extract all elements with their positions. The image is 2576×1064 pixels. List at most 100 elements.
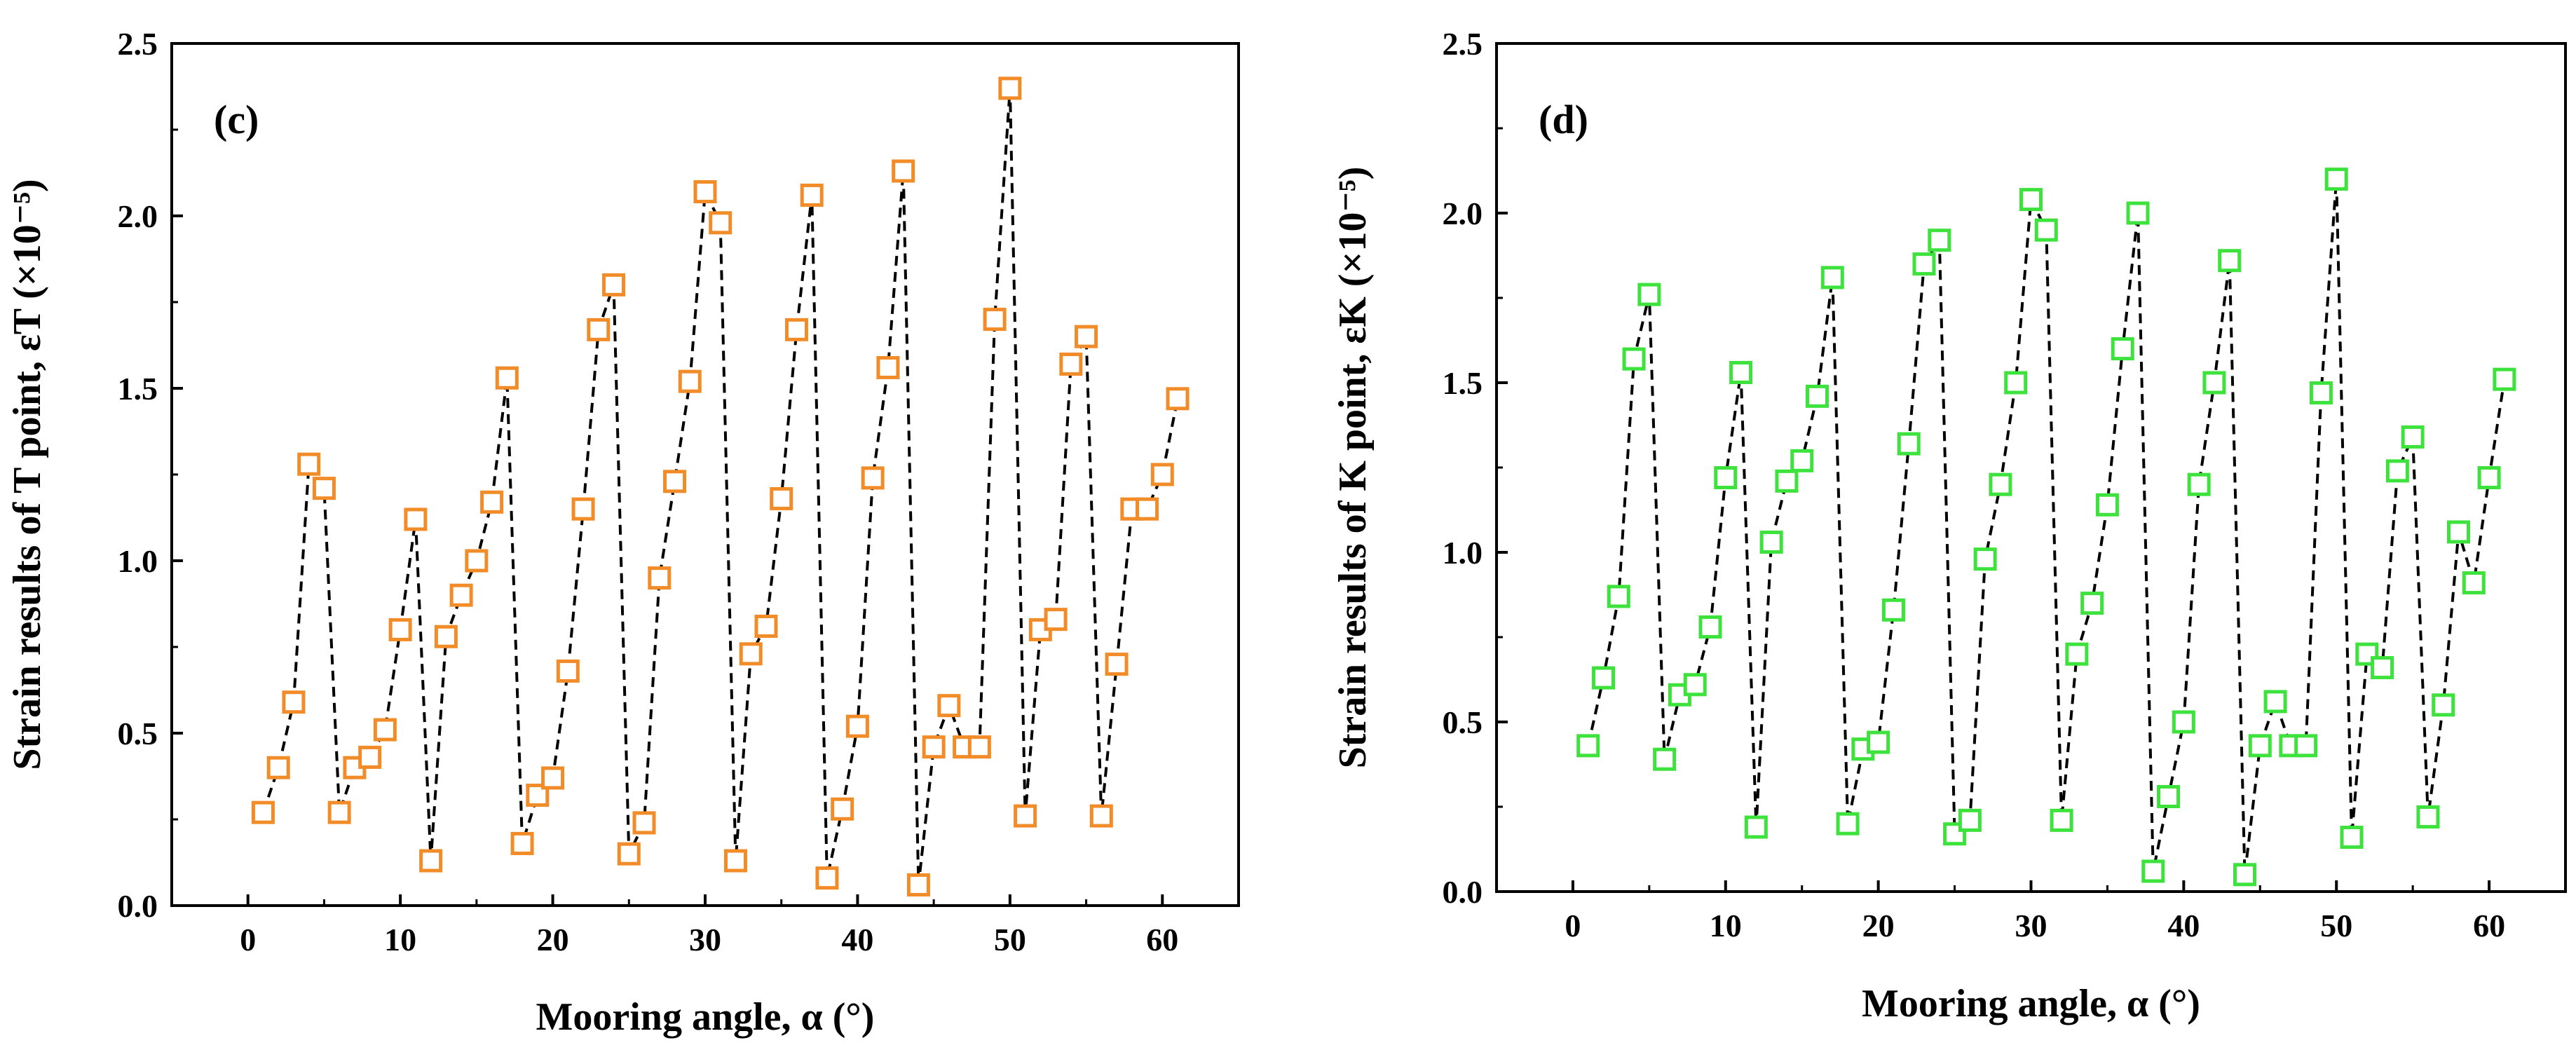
x-tick-label: 60 xyxy=(1146,922,1178,957)
data-point xyxy=(2034,218,2058,242)
data-point xyxy=(876,355,900,379)
y-tick-label: 1.0 xyxy=(1443,535,1483,571)
data-point xyxy=(2385,459,2409,483)
panel-label: (d) xyxy=(1539,97,1588,142)
x-tick-label: 10 xyxy=(384,922,416,957)
data-point xyxy=(465,549,489,573)
data-point xyxy=(587,318,611,341)
data-point xyxy=(831,797,854,821)
data-point xyxy=(495,366,519,390)
data-point xyxy=(1820,266,1844,289)
y-axis-title: Strain results of T point, εT (×10⁻⁵) xyxy=(6,179,49,770)
data-point xyxy=(2294,734,2318,758)
y-tick-label: 2.5 xyxy=(118,26,158,62)
y-tick-label: 2.0 xyxy=(118,198,158,234)
data-point xyxy=(2172,710,2195,734)
x-tick-label: 40 xyxy=(841,922,873,957)
data-point xyxy=(922,735,946,759)
y-tick-label: 1.5 xyxy=(118,371,158,407)
y-tick-label: 1.5 xyxy=(1443,365,1483,401)
data-point xyxy=(770,486,793,510)
data-point xyxy=(1881,598,1905,622)
data-point xyxy=(1089,804,1113,828)
data-point xyxy=(1867,730,1890,754)
data-point xyxy=(2340,826,2364,850)
x-tick-label: 20 xyxy=(537,922,569,957)
data-point xyxy=(892,159,915,183)
y-tick-label: 0.5 xyxy=(1443,704,1483,740)
data-point xyxy=(1973,547,1997,571)
data-point xyxy=(709,211,732,235)
x-tick-label: 10 xyxy=(1710,908,1742,943)
data-point xyxy=(312,477,336,500)
x-tick-label: 0 xyxy=(240,922,256,957)
data-point xyxy=(2126,201,2150,225)
panel-d: 0 10 20 30 40 50 60 0.0 0.5 1.0 1.5 2.0 2.5 (d) Moorin… xyxy=(1331,26,2567,1025)
data-point xyxy=(1836,812,1860,835)
data-point xyxy=(602,273,626,296)
data-point xyxy=(404,507,428,531)
plot-frame xyxy=(170,42,1240,907)
data-point xyxy=(266,756,290,779)
x-tick-label: 30 xyxy=(689,922,721,957)
y-tick-label: 0.0 xyxy=(118,888,158,924)
y-tick-label: 2.0 xyxy=(1443,196,1483,231)
data-point xyxy=(998,76,1022,100)
x-axis-title: Mooring angle, α (°) xyxy=(536,995,875,1039)
data-point xyxy=(1698,615,1722,639)
panel-c: 0 10 20 30 40 50 60 0.0 0.5 1.0 1.5 2.0 2.5 (c) Moorin… xyxy=(6,26,1240,1039)
x-tick-label: 0 xyxy=(1565,908,1581,943)
data-point xyxy=(1897,432,1921,456)
data-point xyxy=(1714,466,1738,490)
data-point xyxy=(1989,472,2012,496)
y-tick-label: 0.5 xyxy=(118,716,158,751)
data-point xyxy=(2248,734,2272,758)
data-point xyxy=(2095,493,2119,517)
data-point xyxy=(983,308,1007,332)
series-dashed-line xyxy=(1586,179,2506,875)
data-point xyxy=(1622,347,1646,371)
data-point xyxy=(861,466,885,490)
data-point xyxy=(1075,325,1098,348)
data-point xyxy=(739,642,763,666)
data-point xyxy=(1105,653,1129,676)
y-axis-title: Strain results of K point, εK (×10⁻⁵) xyxy=(1331,167,1375,769)
y-tick-label: 2.5 xyxy=(1443,26,1483,62)
data-point xyxy=(845,714,869,738)
data-point xyxy=(2401,425,2425,449)
data-point xyxy=(1592,666,1615,690)
x-tick-label: 20 xyxy=(1862,908,1895,943)
data-point xyxy=(723,849,747,873)
data-point xyxy=(2233,863,2256,887)
data-point xyxy=(2462,571,2486,595)
data-point xyxy=(1958,808,1982,832)
data-point xyxy=(388,618,412,641)
data-point xyxy=(2432,693,2455,717)
data-point xyxy=(1576,734,1600,758)
data-point xyxy=(678,369,702,393)
data-point xyxy=(571,497,595,521)
data-point xyxy=(2477,466,2501,490)
data-point xyxy=(2371,656,2394,680)
x-axis-title: Mooring angle, α (°) xyxy=(1862,982,2200,1025)
data-point xyxy=(2202,371,2226,395)
x-tick-label: 60 xyxy=(2473,908,2505,943)
data-point xyxy=(2187,472,2211,496)
data-point xyxy=(1653,747,1677,771)
data-point xyxy=(1912,252,1936,276)
data-point xyxy=(2019,188,2043,212)
data-point xyxy=(617,842,641,866)
data-point xyxy=(800,183,824,207)
data-point xyxy=(510,831,534,855)
data-point xyxy=(2050,808,2073,832)
data-point xyxy=(784,318,808,341)
data-point xyxy=(2065,642,2089,666)
data-point xyxy=(541,766,565,790)
data-point xyxy=(1059,353,1083,376)
data-point xyxy=(1729,360,1753,384)
data-point xyxy=(358,745,382,769)
data-point xyxy=(2218,249,2242,273)
x-tick-label: 40 xyxy=(2167,908,2200,943)
